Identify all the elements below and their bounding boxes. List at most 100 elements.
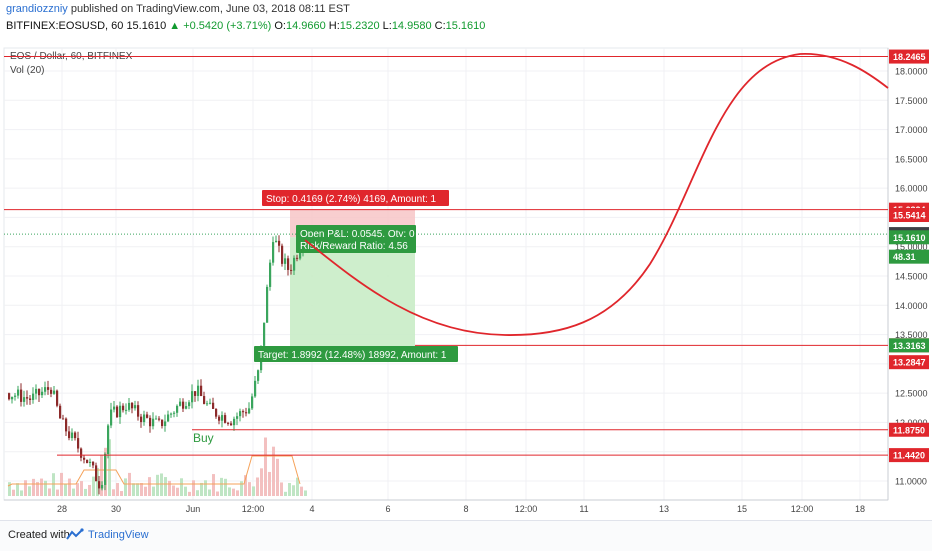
high-value: 15.2320 (339, 20, 380, 32)
time-axis-tick-label: Jun (186, 504, 201, 514)
time-axis-tick-label: 18 (855, 504, 865, 514)
volume-bar (72, 488, 75, 496)
candle-body (278, 240, 281, 246)
volume-bar (168, 480, 171, 496)
candle-body (134, 405, 137, 409)
author-link[interactable]: grandiozzniy (6, 3, 68, 15)
volume-bar (204, 480, 207, 496)
tradingview-brand[interactable]: TradingView (88, 529, 149, 541)
candle-body (98, 481, 101, 489)
volume-bar (80, 481, 83, 496)
tradingview-logo-icon (66, 528, 84, 540)
candle-body (230, 423, 233, 426)
level-price-tag-label: 18.2465 (893, 52, 926, 62)
candle-body (236, 416, 239, 419)
candle-body (113, 406, 116, 410)
volume-bar (28, 486, 31, 496)
volume-bar (32, 478, 35, 496)
candle-body (293, 257, 296, 271)
volume-bar (92, 476, 95, 496)
volume-bar (156, 474, 159, 496)
candle-body (8, 393, 11, 400)
volume-bar (288, 482, 291, 496)
close-label: C: (434, 20, 446, 32)
price-axis-tick-label: 11.0000 (895, 477, 927, 487)
candle-body (176, 405, 179, 413)
candle-body (131, 402, 134, 409)
level-price-tag-label: 11.8750 (893, 425, 925, 435)
candle-body (56, 390, 59, 406)
volume-bar (264, 437, 267, 496)
volume-bar (260, 468, 263, 496)
candle-body (212, 402, 215, 409)
volume-bar (188, 491, 191, 496)
candle-body (32, 393, 35, 400)
candle-body (206, 403, 209, 405)
volume-bar (276, 458, 279, 496)
volume-bar (176, 487, 179, 496)
volume-bar (132, 483, 135, 496)
candle-body (185, 406, 188, 409)
low-label: L: (382, 20, 392, 32)
candle-body (41, 391, 44, 396)
price-axis-tick-label: 16.5000 (895, 154, 928, 164)
price-axis-tick-label: 17.0000 (895, 125, 928, 135)
price-chart[interactable]: 11.000011.500012.000012.500013.000013.50… (0, 44, 932, 520)
candle-body (239, 411, 242, 417)
volume-bar (224, 478, 227, 496)
volume-bar (268, 471, 271, 496)
candle-body (71, 432, 74, 439)
volume-bar (84, 488, 87, 496)
candle-body (146, 414, 149, 418)
symbol-label: BITFINEX:EOSUSD, 60 (6, 20, 124, 32)
price-axis-tick-label: 17.5000 (895, 96, 928, 106)
candle-body (68, 431, 71, 439)
volume-bar (148, 477, 151, 496)
volume-bar (20, 490, 23, 496)
candle-body (197, 385, 200, 396)
projection-curve (304, 53, 889, 336)
stop-label-box (262, 190, 449, 206)
candle-body (83, 457, 86, 460)
price-tag (889, 230, 929, 245)
volume-bar (136, 483, 139, 496)
candle-body (23, 397, 26, 402)
volume-bar (52, 473, 55, 496)
target-zone (290, 237, 415, 348)
candle-body (137, 405, 140, 417)
price-axis-tick-label: 18.0000 (895, 67, 928, 77)
volume-bar (240, 481, 243, 496)
candle-body (254, 380, 257, 397)
candle-body (143, 414, 146, 423)
candle-body (140, 416, 143, 423)
volume-bar (220, 477, 223, 496)
candle-body (272, 242, 275, 263)
volume-bar (212, 474, 215, 496)
high-label: H: (328, 20, 340, 32)
time-axis-tick-label: 6 (385, 504, 390, 514)
candle-body (53, 390, 56, 394)
candle-body (128, 402, 131, 410)
level-price-tag-label: 11.4420 (893, 451, 925, 461)
candle-body (233, 418, 236, 426)
candle-body (50, 389, 53, 394)
volume-bar (248, 482, 251, 496)
candle-body (86, 459, 89, 463)
volume-bar (244, 475, 247, 496)
candle-body (95, 465, 98, 482)
price-axis-tick-label: 15.0000 (895, 242, 928, 252)
volume-bar (296, 477, 299, 496)
candle-body (263, 322, 266, 346)
volume-bar (192, 480, 195, 496)
time-axis-tick-label: 13 (659, 504, 669, 514)
candle-body (155, 418, 158, 420)
candle-body (281, 245, 284, 264)
candle-body (221, 415, 224, 421)
candle-body (80, 448, 83, 458)
rr-label-box (296, 237, 416, 253)
candle-body (44, 387, 47, 392)
time-axis-tick-label: 8 (463, 504, 468, 514)
time-axis-tick-label: 11 (579, 504, 588, 514)
candle-body (17, 389, 20, 396)
candle-body (179, 401, 182, 406)
